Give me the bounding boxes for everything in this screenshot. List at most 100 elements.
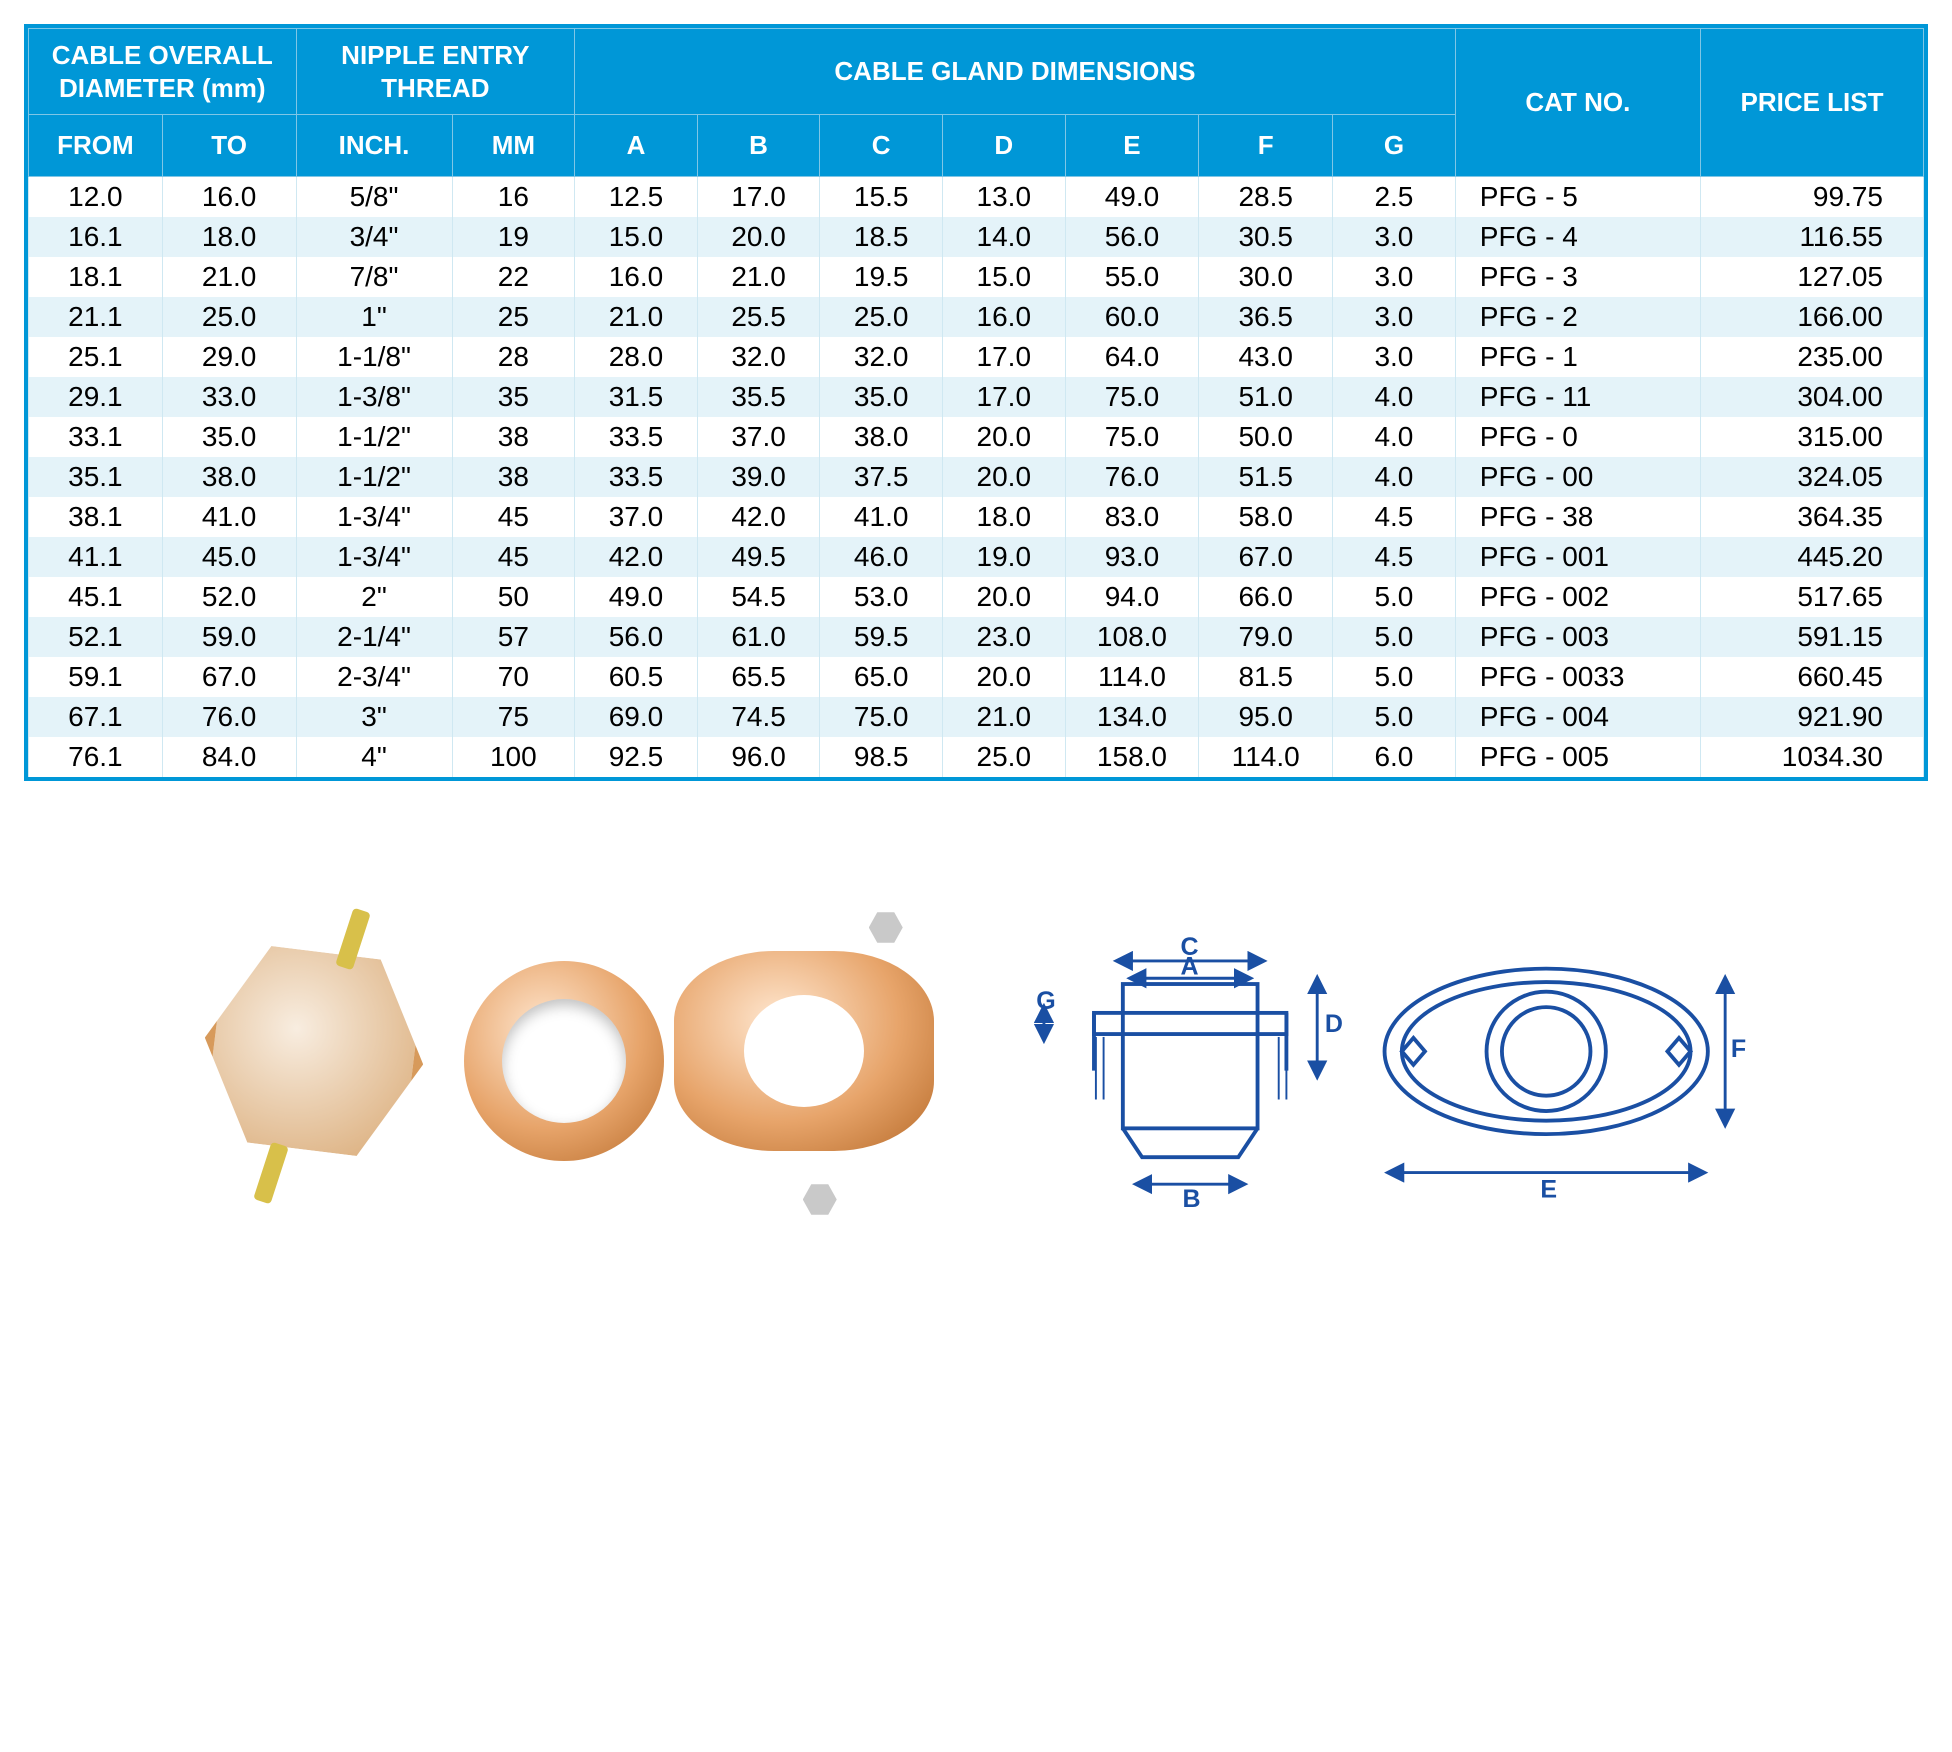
cell-from: 38.1 [29, 497, 163, 537]
cell-E: 158.0 [1065, 737, 1199, 777]
cell-to: 18.0 [162, 217, 296, 257]
hdr-from: FROM [29, 115, 163, 177]
cell-B: 65.5 [697, 657, 820, 697]
cell-inch: 1-1/8" [296, 337, 452, 377]
hdr-C: C [820, 115, 943, 177]
cell-E: 64.0 [1065, 337, 1199, 377]
cell-B: 35.5 [697, 377, 820, 417]
hdr-E: E [1065, 115, 1199, 177]
cell-C: 46.0 [820, 537, 943, 577]
table-row: 18.121.07/8"2216.021.019.515.055.030.03.… [29, 257, 1924, 297]
cell-to: 16.0 [162, 176, 296, 217]
cell-B: 42.0 [697, 497, 820, 537]
nut-icon [869, 911, 903, 945]
cell-to: 35.0 [162, 417, 296, 457]
cell-from: 25.1 [29, 337, 163, 377]
hdr-F: F [1199, 115, 1333, 177]
cell-E: 93.0 [1065, 537, 1199, 577]
cell-D: 25.0 [942, 737, 1065, 777]
cell-inch: 2-1/4" [296, 617, 452, 657]
table-row: 38.141.01-3/4"4537.042.041.018.083.058.0… [29, 497, 1924, 537]
cell-C: 18.5 [820, 217, 943, 257]
cell-to: 59.0 [162, 617, 296, 657]
cell-C: 41.0 [820, 497, 943, 537]
cell-A: 28.0 [575, 337, 698, 377]
cell-cat: PFG - 004 [1455, 697, 1700, 737]
cell-cat: PFG - 11 [1455, 377, 1700, 417]
cell-B: 61.0 [697, 617, 820, 657]
table-body: 12.016.05/8"1612.517.015.513.049.028.52.… [29, 176, 1924, 777]
cell-price: 1034.30 [1700, 737, 1923, 777]
cell-mm: 57 [452, 617, 575, 657]
cell-mm: 28 [452, 337, 575, 377]
cell-price: 99.75 [1700, 176, 1923, 217]
cell-to: 38.0 [162, 457, 296, 497]
cell-cat: PFG - 5 [1455, 176, 1700, 217]
cell-cat: PFG - 38 [1455, 497, 1700, 537]
cell-inch: 1-3/4" [296, 497, 452, 537]
cell-C: 19.5 [820, 257, 943, 297]
cell-F: 28.5 [1199, 176, 1333, 217]
cell-E: 56.0 [1065, 217, 1199, 257]
cell-G: 4.5 [1333, 537, 1456, 577]
cell-B: 37.0 [697, 417, 820, 457]
cell-from: 29.1 [29, 377, 163, 417]
cell-cat: PFG - 001 [1455, 537, 1700, 577]
cell-G: 4.0 [1333, 417, 1456, 457]
table-row: 35.138.01-1/2"3833.539.037.520.076.051.5… [29, 457, 1924, 497]
cable-gland-table: CABLE OVERALL DIAMETER (mm) NIPPLE ENTRY… [24, 24, 1928, 781]
cell-price: 364.35 [1700, 497, 1923, 537]
cell-mm: 25 [452, 297, 575, 337]
cell-F: 36.5 [1199, 297, 1333, 337]
cell-cat: PFG - 002 [1455, 577, 1700, 617]
cell-inch: 7/8" [296, 257, 452, 297]
cell-E: 76.0 [1065, 457, 1199, 497]
table-row: 12.016.05/8"1612.517.015.513.049.028.52.… [29, 176, 1924, 217]
cell-inch: 1-3/4" [296, 537, 452, 577]
spec-table: CABLE OVERALL DIAMETER (mm) NIPPLE ENTRY… [28, 28, 1924, 777]
cell-G: 5.0 [1333, 617, 1456, 657]
cell-G: 3.0 [1333, 217, 1456, 257]
cell-C: 53.0 [820, 577, 943, 617]
cell-price: 517.65 [1700, 577, 1923, 617]
hdr-inch: INCH. [296, 115, 452, 177]
cell-F: 81.5 [1199, 657, 1333, 697]
cell-B: 25.5 [697, 297, 820, 337]
cell-B: 32.0 [697, 337, 820, 377]
cell-A: 33.5 [575, 417, 698, 457]
cell-E: 94.0 [1065, 577, 1199, 617]
cell-inch: 3" [296, 697, 452, 737]
dim-E: E [1540, 1175, 1557, 1203]
cell-G: 6.0 [1333, 737, 1456, 777]
table-row: 16.118.03/4"1915.020.018.514.056.030.53.… [29, 217, 1924, 257]
cell-G: 5.0 [1333, 697, 1456, 737]
dim-G: G [1036, 987, 1055, 1015]
cell-price: 445.20 [1700, 537, 1923, 577]
cell-G: 4.0 [1333, 377, 1456, 417]
cell-E: 83.0 [1065, 497, 1199, 537]
cell-G: 5.0 [1333, 657, 1456, 697]
cell-mm: 38 [452, 417, 575, 457]
cell-B: 96.0 [697, 737, 820, 777]
cell-mm: 45 [452, 497, 575, 537]
cell-A: 92.5 [575, 737, 698, 777]
cell-D: 20.0 [942, 417, 1065, 457]
dimension-diagram: C A D G B [1017, 901, 1748, 1221]
cell-A: 21.0 [575, 297, 698, 337]
cell-cat: PFG - 003 [1455, 617, 1700, 657]
cell-C: 25.0 [820, 297, 943, 337]
table-row: 33.135.01-1/2"3833.537.038.020.075.050.0… [29, 417, 1924, 457]
cell-from: 12.0 [29, 176, 163, 217]
cell-inch: 4" [296, 737, 452, 777]
cell-C: 37.5 [820, 457, 943, 497]
cell-inch: 1" [296, 297, 452, 337]
cell-C: 38.0 [820, 417, 943, 457]
cell-inch: 1-1/2" [296, 417, 452, 457]
cell-C: 32.0 [820, 337, 943, 377]
cell-F: 51.5 [1199, 457, 1333, 497]
cell-price: 127.05 [1700, 257, 1923, 297]
cell-B: 17.0 [697, 176, 820, 217]
cell-mm: 100 [452, 737, 575, 777]
cell-cat: PFG - 0 [1455, 417, 1700, 457]
cell-from: 41.1 [29, 537, 163, 577]
